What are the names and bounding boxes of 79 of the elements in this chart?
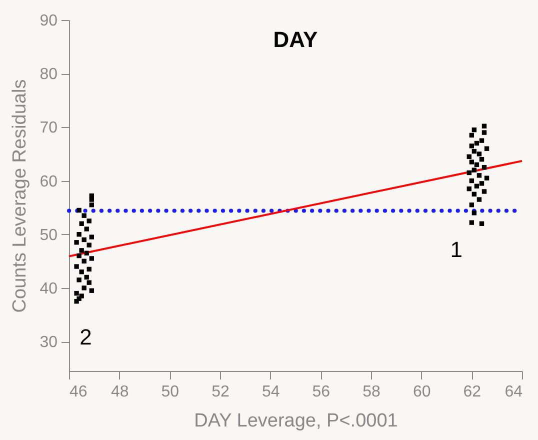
x-tick-label: 62 [463,384,482,400]
point [89,234,94,240]
x-tick-label: 54 [262,384,280,400]
x-axis-title: DAY Leverage, P<.0001 [194,410,398,432]
point [476,152,482,156]
point [79,270,84,274]
y-axis-title: Counts Leverage Residuals [10,79,31,313]
point [89,193,94,198]
point [86,280,92,285]
point [74,264,79,269]
y-tick-label: 30 [40,334,58,352]
annotation: 2 [80,324,92,350]
point [479,156,484,162]
point [466,170,472,176]
point [474,184,480,188]
point [82,213,86,218]
point [79,221,84,226]
chart-title: DAY [273,27,318,52]
y-tick-label: 40 [40,280,58,298]
point [84,274,89,280]
point [76,253,82,258]
point [466,154,472,159]
point [469,160,474,164]
point [479,221,484,226]
point [476,197,482,202]
x-tick-label: 50 [161,384,180,400]
point [82,237,86,242]
point [469,132,474,138]
point [86,266,92,272]
point [476,173,482,178]
point [482,124,487,128]
point [482,130,487,135]
point [472,148,477,154]
point [89,202,94,208]
point [86,242,92,248]
y-tick-label: 70 [40,120,58,137]
point [474,140,480,146]
point [82,286,86,290]
x-tick-label: 48 [110,384,129,400]
annotation: 1 [450,236,462,262]
x-tick-label: 46 [70,384,88,400]
point [472,192,477,197]
point [472,128,477,132]
point [469,178,474,184]
x-tick-label: 52 [212,384,230,400]
point [479,181,484,186]
point [79,294,84,298]
point [76,232,82,237]
point [469,202,474,208]
point [89,256,94,261]
point [472,210,477,216]
x-tick-label: 60 [412,384,431,400]
point [469,220,474,225]
x-tick-label: 56 [312,384,330,400]
point [74,290,79,296]
y-tick-label: 80 [40,66,58,84]
point [82,258,86,264]
point [76,278,82,282]
point [86,218,92,224]
x-tick-label: 58 [362,384,380,400]
point [482,189,487,194]
y-tick-label: 60 [40,173,58,190]
point [89,288,94,293]
point [84,250,89,256]
point [79,248,84,253]
point [474,162,480,168]
point [74,240,79,245]
point [76,208,82,213]
point [484,146,490,151]
point [466,186,472,192]
point [469,144,474,148]
point [479,138,484,143]
y-tick-label: 50 [40,226,58,244]
point [472,168,477,172]
point [482,165,487,170]
x-tick-label: 64 [504,384,523,400]
point [484,176,490,180]
point [84,226,89,232]
y-tick-label: 90 [40,12,58,30]
